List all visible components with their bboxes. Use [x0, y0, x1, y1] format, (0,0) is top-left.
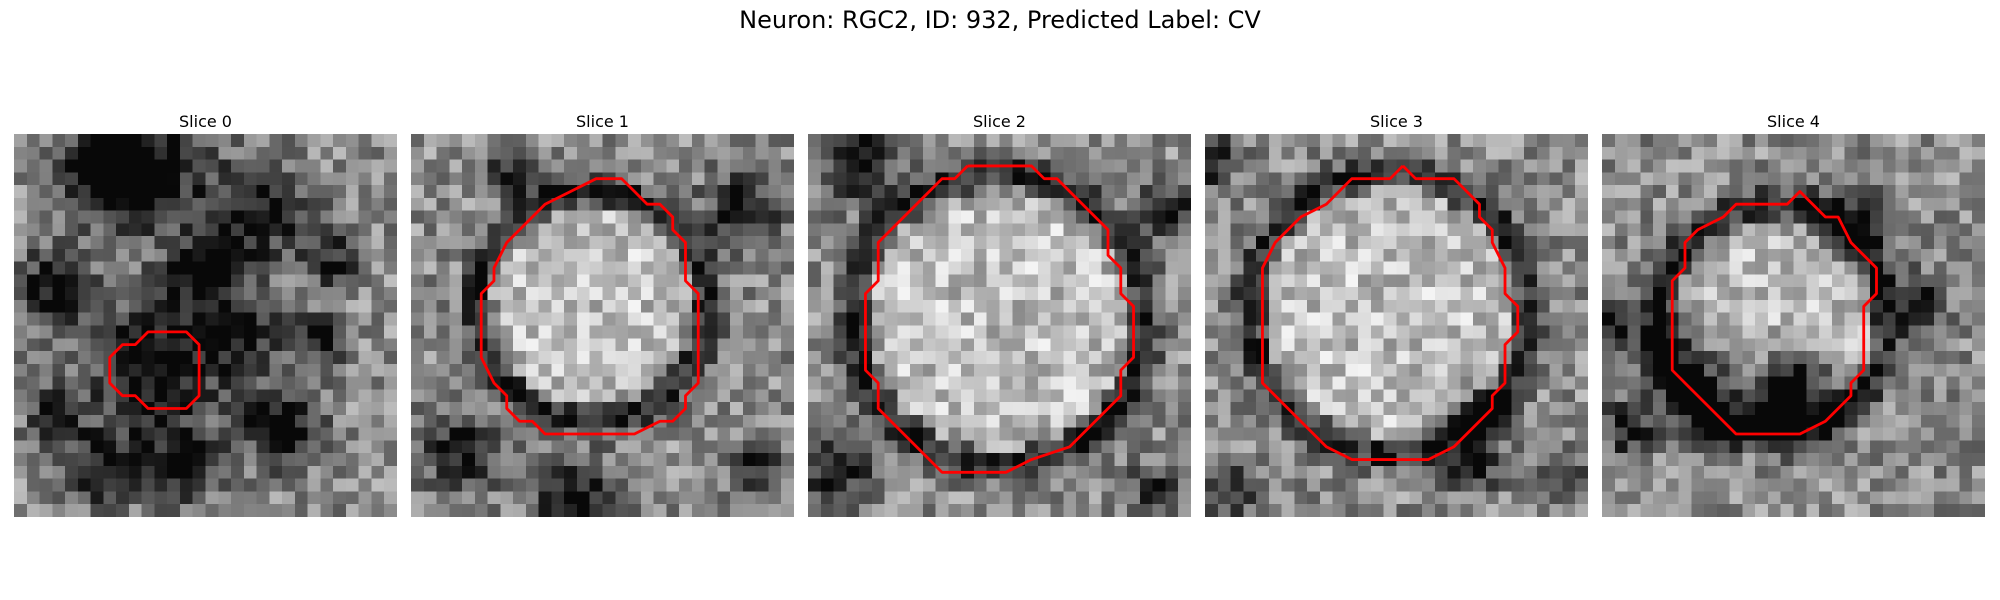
figure-title: Neuron: RGC2, ID: 932, Predicted Label: … [739, 6, 1261, 34]
roi-contour [108, 330, 201, 410]
slice-panel-0: Slice 0 [14, 111, 397, 517]
slice-image-2 [808, 134, 1191, 517]
slice-title-0: Slice 0 [179, 112, 232, 131]
slice-panel-3: Slice 3 [1205, 111, 1588, 517]
pixel-grid [14, 134, 397, 517]
slice-title-4: Slice 4 [1767, 112, 1820, 131]
pixel-grid [808, 134, 1191, 517]
slice-image-0 [14, 134, 397, 517]
slice-panel-1: Slice 1 [411, 111, 794, 517]
slice-image-4 [1602, 134, 1985, 517]
slice-panel-4: Slice 4 [1602, 111, 1985, 517]
slice-title-1: Slice 1 [576, 112, 629, 131]
slice-image-1 [411, 134, 794, 517]
roi-contour [1670, 190, 1878, 436]
slice-title-3: Slice 3 [1370, 112, 1423, 131]
pixel-grid [1602, 134, 1985, 517]
slice-panel-2: Slice 2 [808, 111, 1191, 517]
slice-image-3 [1205, 134, 1588, 517]
roi-contour [864, 164, 1135, 474]
pixel-grid [411, 134, 794, 517]
pixel-grid [1205, 134, 1588, 517]
roi-contour [479, 177, 700, 436]
roi-contour [1261, 164, 1520, 461]
slice-title-2: Slice 2 [973, 112, 1026, 131]
